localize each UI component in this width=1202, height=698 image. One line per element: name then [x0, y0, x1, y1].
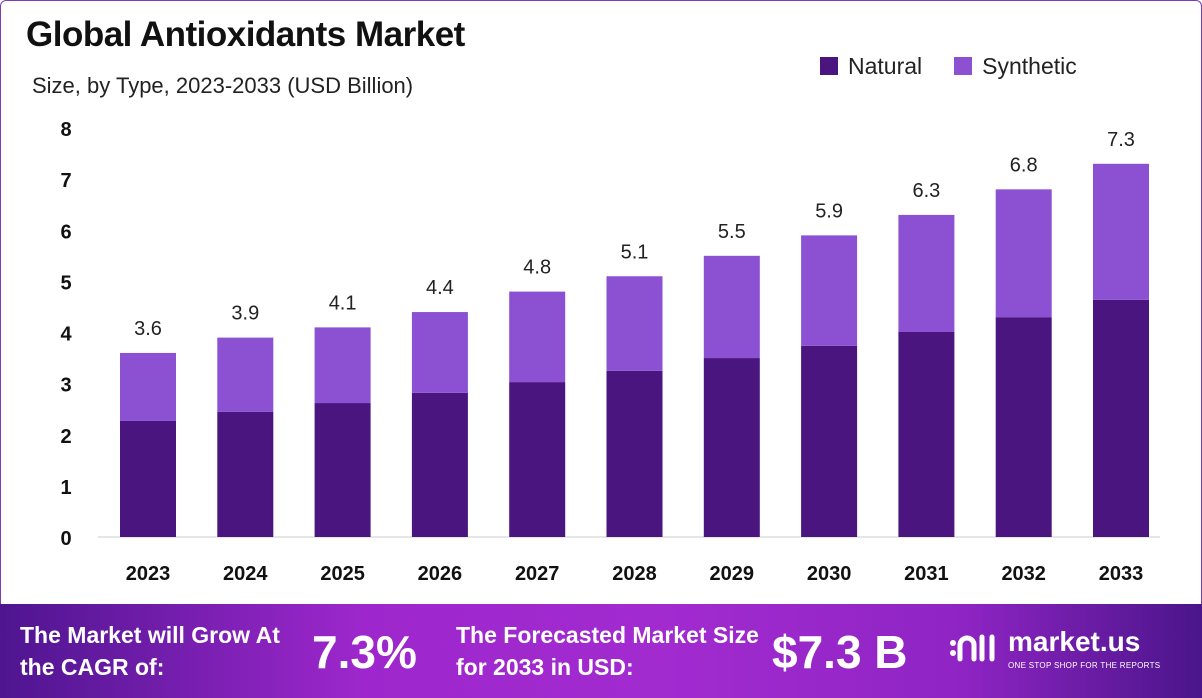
legend-label: Natural — [848, 53, 923, 79]
forecast-value: $7.3 B — [772, 626, 908, 678]
bar-synthetic — [1093, 163, 1149, 300]
x-tick-label: 2029 — [710, 563, 755, 585]
bar-natural — [606, 370, 663, 537]
total-label: 4.4 — [426, 277, 454, 299]
total-label: 4.8 — [523, 257, 551, 279]
x-tick-label: 2030 — [807, 563, 852, 585]
chart-title: Global Antioxidants Market — [26, 15, 465, 54]
y-tick-label: 2 — [60, 426, 71, 448]
bar-synthetic — [217, 337, 274, 412]
market-us-logo: market.us ONE STOP SHOP FOR THE REPORTS — [948, 626, 1160, 671]
x-tick-label: 2032 — [1001, 563, 1046, 585]
legend: Natural Synthetic — [820, 52, 1077, 80]
total-label: 6.8 — [1010, 154, 1038, 176]
forecast-label: The Forecasted Market Size for 2033 in U… — [456, 622, 759, 680]
total-label: 3.9 — [231, 303, 259, 325]
y-tick-label: 0 — [60, 528, 71, 550]
total-label: 5.1 — [621, 241, 649, 263]
bar-natural — [1093, 299, 1149, 537]
total-label: 4.1 — [329, 292, 357, 314]
brand-name: market.us — [1008, 626, 1141, 657]
bar-synthetic — [801, 235, 858, 346]
bar-chart: 0 1 2 3 4 5 6 7 8 3.6 2023 3.9 2024 4.1 2025 4.4 2026 4.8… — [60, 119, 1160, 585]
y-tick-label: 3 — [60, 375, 71, 397]
bar-synthetic — [314, 327, 371, 404]
cagr-value: 7.3% — [312, 626, 417, 678]
bar-natural — [509, 382, 566, 537]
y-tick-label: 8 — [60, 119, 71, 141]
logo-icon — [950, 634, 995, 661]
bar-synthetic — [995, 189, 1052, 318]
bar-synthetic — [120, 352, 176, 421]
bar-natural — [801, 345, 858, 537]
footer-banner: The Market will Grow At the CAGR of: 7.3… — [0, 604, 1202, 698]
x-tick-label: 2031 — [904, 563, 949, 585]
y-tick-label: 6 — [60, 221, 71, 243]
legend-item-natural: Natural — [820, 52, 922, 80]
legend-swatch-synthetic — [954, 57, 973, 75]
bar-synthetic — [509, 291, 566, 383]
x-tick-label: 2028 — [612, 563, 657, 585]
y-tick-label: 5 — [60, 272, 71, 294]
bar-synthetic — [606, 276, 663, 371]
bar-synthetic — [898, 214, 955, 332]
bar-natural — [314, 403, 371, 537]
legend-label: Synthetic — [982, 53, 1077, 79]
x-tick-label: 2025 — [320, 563, 365, 585]
total-label: 3.6 — [134, 318, 162, 340]
bar-natural — [411, 392, 468, 537]
legend-swatch-natural — [820, 57, 838, 75]
x-tick-label: 2026 — [418, 563, 463, 585]
x-tick-label: 2033 — [1099, 563, 1144, 585]
x-tick-label: 2024 — [223, 563, 268, 585]
y-tick-label: 7 — [60, 170, 71, 192]
bar-natural — [995, 317, 1052, 537]
total-label: 6.3 — [912, 180, 940, 202]
x-tick-label: 2027 — [515, 563, 560, 585]
legend-item-synthetic: Synthetic — [954, 52, 1077, 80]
y-tick-label: 4 — [60, 324, 72, 346]
bar-natural — [120, 420, 176, 537]
logo-text: market.us ONE STOP SHOP FOR THE REPORTS — [1008, 626, 1160, 671]
total-label: 5.9 — [815, 200, 843, 222]
chart-subtitle: Size, by Type, 2023-2033 (USD Billion) — [32, 73, 414, 98]
x-tick-label: 2023 — [126, 563, 171, 585]
bar-synthetic — [703, 255, 760, 359]
bar-natural — [898, 331, 955, 537]
bar-synthetic — [411, 312, 468, 393]
bar-natural — [217, 411, 274, 537]
total-label: 7.3 — [1107, 129, 1135, 151]
y-tick-label: 1 — [60, 477, 71, 499]
total-label: 5.5 — [718, 221, 746, 243]
cagr-label: The Market will Grow At the CAGR of: — [20, 622, 280, 680]
brand-tagline: ONE STOP SHOP FOR THE REPORTS — [1008, 661, 1161, 670]
bar-natural — [703, 358, 760, 537]
